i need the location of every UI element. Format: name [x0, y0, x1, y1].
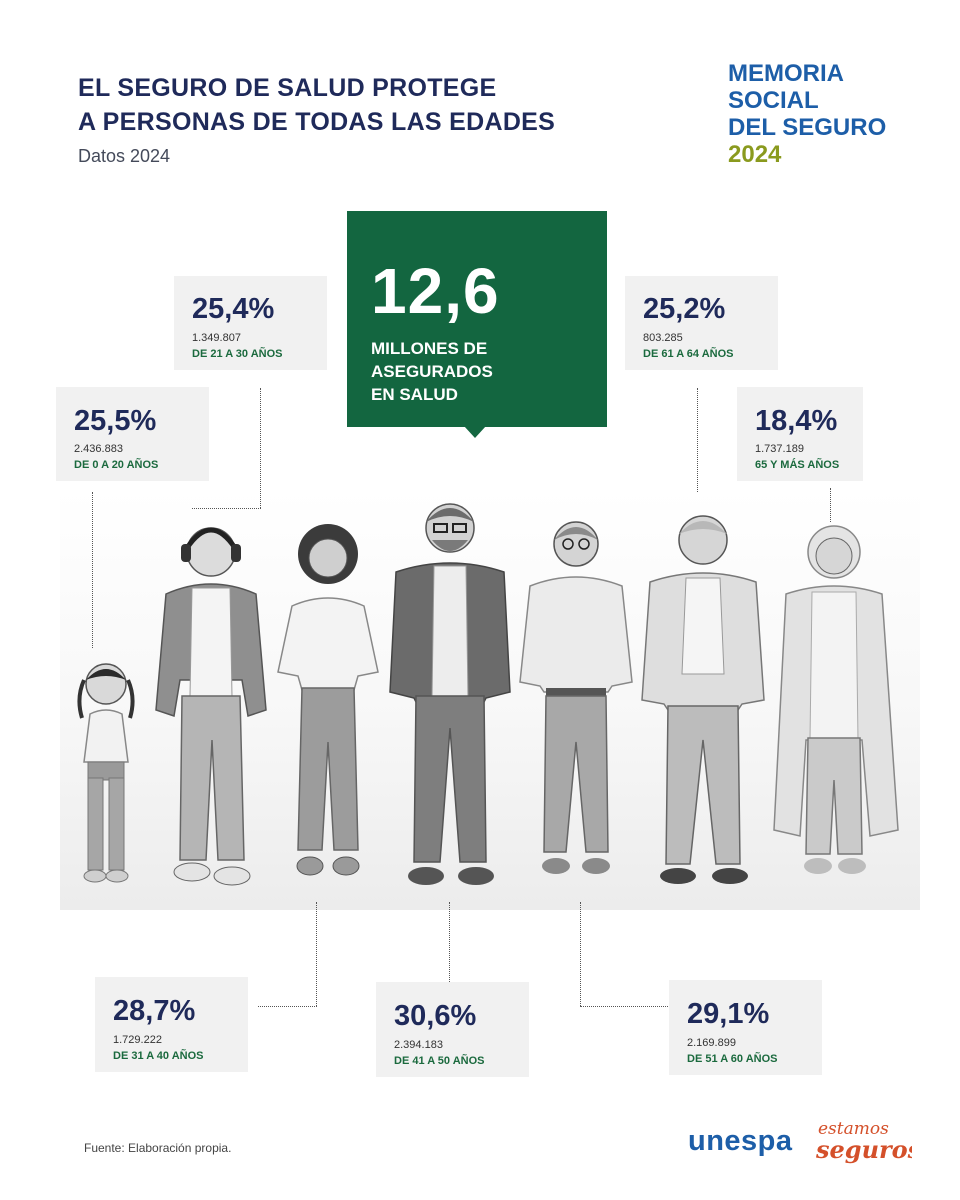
connector-51-60-horizontal [580, 1006, 668, 1007]
person-young-woman [272, 520, 384, 892]
page-title-line-1: EL SEGURO DE SALUD PROTEGE [78, 74, 497, 102]
stat-age-range: DE 61 A 64 AÑOS [643, 348, 734, 360]
connector-61-64 [697, 388, 698, 492]
total-insured-card: 12,6 MILLONES DE ASEGURADOS EN SALUD [347, 211, 607, 427]
person-elderly-woman [772, 520, 902, 896]
connector-41-50 [449, 902, 450, 982]
person-woman-glasses [516, 512, 636, 890]
brand-social: SOCIAL [728, 87, 819, 114]
stat-card-21-30: 25,4% 1.349.807 DE 21 A 30 AÑOS [174, 276, 327, 370]
page-title-line-2: A PERSONAS DE TODAS LAS EDADES [78, 108, 556, 136]
stat-age-range: 65 Y MÁS AÑOS [755, 459, 840, 471]
stat-percent: 18,4% [755, 405, 838, 437]
total-insured-label-1: MILLONES DE [371, 339, 488, 358]
connector-51-60-vertical [580, 902, 581, 1006]
stat-card-65-plus: 18,4% 1.737.189 65 Y MÁS AÑOS [737, 387, 863, 481]
stat-card-31-40: 28,7% 1.729.222 DE 31 A 40 AÑOS [95, 977, 248, 1072]
stat-age-range: DE 31 A 40 AÑOS [113, 1050, 204, 1062]
person-child-girl [70, 658, 142, 888]
stat-percent: 30,6% [394, 1000, 477, 1032]
stat-count: 1.349.807 [192, 332, 241, 344]
total-insured-pointer [464, 426, 486, 438]
total-insured-label-3: EN SALUD [371, 385, 458, 404]
estamos-logo-word-1: estamos [818, 1119, 889, 1139]
stat-age-range: DE 41 A 50 AÑOS [394, 1055, 485, 1067]
stat-age-range: DE 21 A 30 AÑOS [192, 348, 283, 360]
person-young-man-headphones [152, 520, 270, 898]
estamos-seguros-logo: estamos seguros [812, 1112, 922, 1170]
brand-memoria: MEMORIA [728, 60, 844, 87]
page-subtitle: Datos 2024 [78, 146, 171, 166]
connector-31-40-vertical [316, 902, 317, 1006]
total-insured-label-2: ASEGURADOS [371, 362, 493, 381]
stat-count: 1.737.189 [755, 443, 804, 455]
stat-card-0-20: 25,5% 2.436.883 DE 0 A 20 AÑOS [56, 387, 209, 481]
stat-percent: 25,4% [192, 293, 275, 325]
estamos-logo-word-2: seguros [815, 1135, 912, 1164]
stat-percent: 29,1% [687, 998, 770, 1030]
connector-31-40-horizontal [258, 1006, 317, 1007]
stat-card-61-64: 25,2% 803.285 DE 61 A 64 AÑOS [625, 276, 778, 370]
stat-age-range: DE 51 A 60 AÑOS [687, 1053, 778, 1065]
stat-count: 2.436.883 [74, 443, 123, 455]
stat-count: 2.169.899 [687, 1037, 736, 1049]
stat-count: 803.285 [643, 332, 683, 344]
unespa-logo: unespa [688, 1125, 793, 1157]
stat-percent: 25,2% [643, 293, 726, 325]
connector-0-20 [92, 492, 93, 648]
connector-65-plus [830, 488, 831, 522]
stat-card-51-60: 29,1% 2.169.899 DE 51 A 60 AÑOS [669, 980, 822, 1075]
stat-count: 2.394.183 [394, 1039, 443, 1051]
connector-21-30-vertical [260, 388, 261, 508]
stat-percent: 25,5% [74, 405, 157, 437]
stat-count: 1.729.222 [113, 1034, 162, 1046]
stat-percent: 28,7% [113, 995, 196, 1027]
source-note: Fuente: Elaboración propia. [84, 1141, 232, 1155]
people-illustration [60, 490, 920, 910]
brand-year: 2024 [728, 141, 782, 168]
brand-del-seguro: DEL SEGURO [728, 114, 887, 141]
total-insured-value: 12,6 [371, 255, 500, 327]
stat-age-range: DE 0 A 20 AÑOS [74, 459, 159, 471]
connector-21-30-horizontal [192, 508, 261, 509]
stat-card-41-50: 30,6% 2.394.183 DE 41 A 50 AÑOS [376, 982, 529, 1077]
person-older-man [638, 504, 768, 894]
person-middle-aged-man [386, 492, 514, 898]
